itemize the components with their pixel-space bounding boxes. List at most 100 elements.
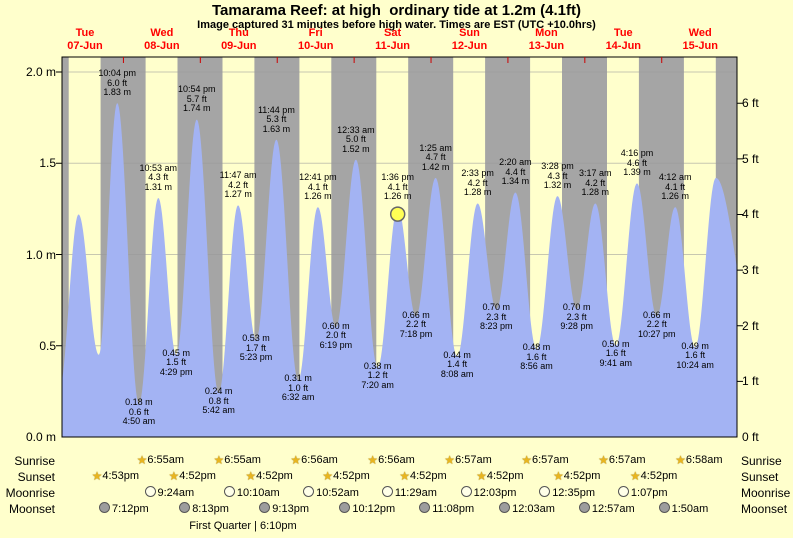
moonset-icon <box>419 502 431 513</box>
sunrise-time-text: 6:55am <box>224 454 261 466</box>
moonset-icon <box>99 502 110 513</box>
moonset-time: 12:57am <box>578 502 635 516</box>
low-tide-label: 0.18 m 0.6 ft 4:50 am <box>122 397 156 427</box>
sunset-time: ★4:52pm <box>476 470 523 483</box>
sunset-time-text: 4:52pm <box>333 470 370 482</box>
moonset-time-text: 10:12pm <box>352 503 396 515</box>
y-axis-label-ft: 2 ft <box>742 318 759 333</box>
plot-border <box>61 56 738 438</box>
high-tide-label: 1:36 pm 4.1 ft 1.26 m <box>381 172 414 202</box>
low-tide-label: 0.60 m 2.0 ft 6:19 pm <box>319 320 353 350</box>
moonset-icon <box>339 502 351 513</box>
moonset-time: 12:03am <box>499 502 555 516</box>
moonset-time: 8:13pm <box>179 502 229 516</box>
sunset-star-icon: ★ <box>245 469 257 483</box>
day-label: Wed 08-Jun <box>144 27 180 52</box>
sunset-time-text: 4:52pm <box>409 470 447 482</box>
low-tide-label: 0.50 m 1.6 ft 9:41 am <box>599 338 633 368</box>
low-tide-label: 0.66 m 2.2 ft 7:18 pm <box>399 309 433 339</box>
sunrise-star-icon: ★ <box>213 453 225 467</box>
moonrise-icon <box>223 486 235 497</box>
y-axis-label-ft: 5 ft <box>742 151 759 166</box>
sunrise-star-icon: ★ <box>290 453 302 467</box>
page-title: Tamarama Reef: at high ordinary tide at … <box>212 2 581 19</box>
day-label: Fri 10-Jun <box>297 27 334 52</box>
moonset-time-text: 9:13pm <box>272 503 309 515</box>
day-label: Thu 09-Jun <box>221 27 257 52</box>
sunrise-time-text: 6:57am <box>608 454 646 466</box>
sunset-star-icon: ★ <box>629 469 641 483</box>
moonrise-icon <box>539 486 551 497</box>
moonrise-time: 11:29am <box>381 486 437 500</box>
moonrise-time: 10:10am <box>223 486 280 500</box>
sunrise-time: ★6:55am <box>137 454 184 467</box>
moonrise-time: 12:35pm <box>539 486 595 500</box>
moonset-icon <box>658 502 670 513</box>
sunset-time-text: 4:52pm <box>486 470 524 482</box>
sunrise-time: ★6:55am <box>214 454 261 467</box>
day-label: Tue 07-Jun <box>67 27 103 52</box>
sunset-time: ★4:52pm <box>630 470 677 483</box>
sunset-time: ★4:52pm <box>322 470 369 483</box>
moonrise-time: 10:52am <box>303 486 359 500</box>
high-tide-label: 11:44 pm 5.3 ft 1.63 m <box>257 104 295 134</box>
moonset-row-label: Moonset <box>8 502 55 516</box>
sunrise-time-text: 6:56am <box>301 454 338 466</box>
sunrise-star-icon: ★ <box>367 453 379 467</box>
y-axis-label-ft: 4 ft <box>742 207 759 222</box>
sunset-star-icon: ★ <box>322 469 334 483</box>
low-tide-label: 0.38 m 1.2 ft 7:20 am <box>361 360 394 390</box>
sunset-star-icon: ★ <box>91 469 103 483</box>
sunset-star-icon: ★ <box>553 469 564 483</box>
sunrise-time: ★6:56am <box>367 454 414 467</box>
current-time-marker <box>389 206 406 222</box>
high-tide-label: 4:16 pm 4.6 ft 1.39 m <box>620 148 654 178</box>
moonrise-time-text: 10:52am <box>316 487 359 499</box>
moonrise-time-text: 10:10am <box>236 487 280 499</box>
moonrise-time-text: 1:07pm <box>630 487 668 499</box>
low-tide-label: 0.31 m 1.0 ft 6:32 am <box>281 373 315 403</box>
day-label: Sat 11-Jun <box>375 27 411 52</box>
high-tide-label: 12:33 am 5.0 ft 1.52 m <box>337 124 375 154</box>
high-tide-label: 2:20 am 4.4 ft 1.34 m <box>499 157 532 187</box>
high-tide-label: 1:25 am 4.7 ft 1.42 m <box>419 142 452 172</box>
moonset-time-text: 7:12pm <box>112 503 149 515</box>
moonset-time-text: 12:57am <box>591 503 635 515</box>
moonset-icon <box>259 502 271 513</box>
sunset-time: ★4:52pm <box>399 470 446 483</box>
sunrise-time: ★6:58am <box>675 454 722 467</box>
moonrise-time: 1:07pm <box>617 486 668 500</box>
sunrise-row-label: Sunrise <box>741 454 782 468</box>
moonrise-time-text: 11:29am <box>394 487 437 499</box>
sunrise-time-text: 6:57am <box>455 454 492 466</box>
tide-area <box>62 103 737 437</box>
low-tide-label: 0.45 m 1.5 ft 4:29 pm <box>159 347 193 377</box>
sunrise-time: ★6:57am <box>598 454 645 467</box>
low-tide-label: 0.48 m 1.6 ft 8:56 am <box>520 342 553 372</box>
moonrise-icon <box>381 486 393 497</box>
high-tide-label: 10:54 pm 5.7 ft 1.74 m <box>178 84 216 114</box>
sunrise-star-icon: ★ <box>598 453 609 467</box>
sunrise-time-text: 6:58am <box>685 454 723 466</box>
high-tide-label: 11:47 am 4.2 ft 1.27 m <box>219 170 257 200</box>
day-label: Wed 15-Jun <box>682 27 718 52</box>
low-tide-label: 0.70 m 2.3 ft 8:23 pm <box>480 302 513 332</box>
moonrise-time: 12:03pm <box>460 486 516 500</box>
moonset-row-label: Moonset <box>741 502 788 516</box>
page-subtitle: Image captured 31 minutes before high wa… <box>197 19 596 31</box>
sunrise-time-text: 6:57am <box>531 454 569 466</box>
sunset-time-text: 4:52pm <box>179 470 216 482</box>
high-tide-label: 10:53 am 4.3 ft 1.31 m <box>139 162 178 192</box>
sunset-star-icon: ★ <box>168 469 180 483</box>
sunset-time-text: 4:52pm <box>640 470 678 482</box>
high-tide-label: 3:28 pm 4.3 ft 1.32 m <box>541 161 574 191</box>
sunrise-star-icon: ★ <box>136 453 148 467</box>
moonset-time-text: 11:08pm <box>432 503 475 515</box>
y-axis-label-ft: 0 ft <box>742 430 759 444</box>
low-tide-label: 0.53 m 1.7 ft 5:23 pm <box>239 333 273 363</box>
y-axis-label-m: 0.0 m <box>25 430 56 444</box>
sunset-row-label: Sunset <box>741 470 779 484</box>
high-tide-label: 10:04 pm 6.0 ft 1.83 m <box>98 68 136 97</box>
sunrise-time: ★6:57am <box>444 454 491 467</box>
